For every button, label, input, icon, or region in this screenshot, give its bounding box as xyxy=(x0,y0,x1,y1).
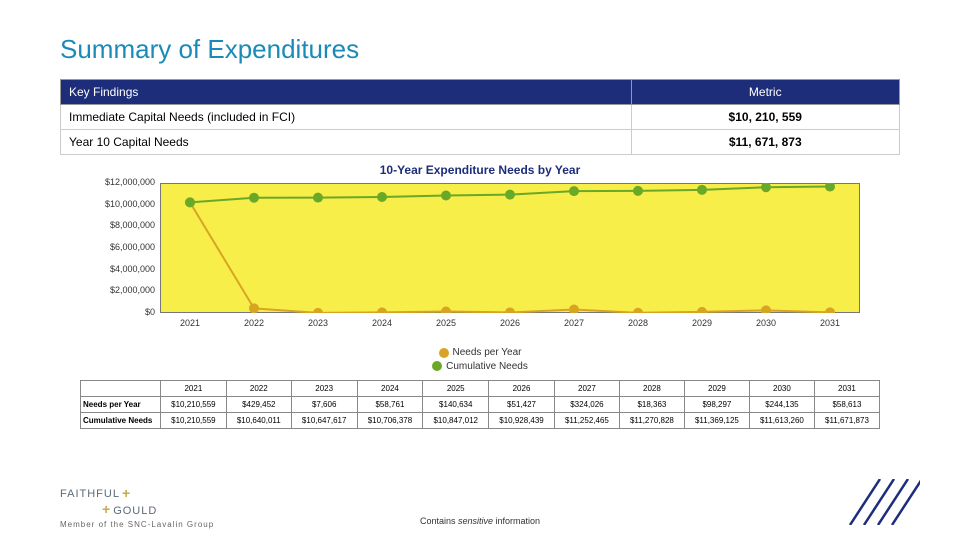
table-row: Year 10 Capital Needs$11, 671, 873 xyxy=(61,130,900,155)
cell: $7,606 xyxy=(291,397,357,413)
year-header: 2029 xyxy=(684,381,749,397)
cell: $429,452 xyxy=(226,397,291,413)
cell: $324,026 xyxy=(554,397,619,413)
year-header: 2030 xyxy=(749,381,814,397)
cell: $98,297 xyxy=(684,397,749,413)
cell: $11,270,828 xyxy=(619,413,684,429)
legend-item: Needs per Year xyxy=(439,347,522,358)
year-header: 2024 xyxy=(357,381,423,397)
table-row: Needs per Year$10,210,559$429,452$7,606$… xyxy=(81,397,880,413)
x-axis-label: 2030 xyxy=(756,318,776,328)
y-axis-label: $2,000,000 xyxy=(80,285,155,295)
cell: $244,135 xyxy=(749,397,814,413)
key-findings-header: Key Findings xyxy=(61,80,632,105)
footer-classification: Contains sensitive information xyxy=(420,516,540,526)
key-findings-table: Key Findings Metric Immediate Capital Ne… xyxy=(60,79,900,155)
finding-label: Year 10 Capital Needs xyxy=(61,130,632,155)
cell: $10,640,011 xyxy=(226,413,291,429)
y-axis-label: $8,000,000 xyxy=(80,220,155,230)
y-axis-label: $6,000,000 xyxy=(80,242,155,252)
year-header: 2028 xyxy=(619,381,684,397)
cell: $11,671,873 xyxy=(814,413,879,429)
row-label: Needs per Year xyxy=(81,397,161,413)
cell: $18,363 xyxy=(619,397,684,413)
cell: $51,427 xyxy=(489,397,555,413)
cell: $10,210,559 xyxy=(161,397,227,413)
x-axis-label: 2028 xyxy=(628,318,648,328)
legend-item: Cumulative Needs xyxy=(432,361,528,372)
cell: $10,647,617 xyxy=(291,413,357,429)
finding-label: Immediate Capital Needs (included in FCI… xyxy=(61,105,632,130)
cell: $10,706,378 xyxy=(357,413,423,429)
metric-header: Metric xyxy=(631,80,899,105)
plus-icon: + xyxy=(102,501,111,517)
cell: $11,369,125 xyxy=(684,413,749,429)
table-row: Immediate Capital Needs (included in FCI… xyxy=(61,105,900,130)
year-header: 2021 xyxy=(161,381,227,397)
cell: $10,210,559 xyxy=(161,413,227,429)
cell: $11,252,465 xyxy=(554,413,619,429)
x-axis-label: 2026 xyxy=(500,318,520,328)
y-axis-label: $10,000,000 xyxy=(80,199,155,209)
x-axis-label: 2023 xyxy=(308,318,328,328)
cell: $58,761 xyxy=(357,397,423,413)
year-header: 2022 xyxy=(226,381,291,397)
y-axis-label: $0 xyxy=(80,307,155,317)
year-header: 2026 xyxy=(489,381,555,397)
cell: $10,928,439 xyxy=(489,413,555,429)
expenditure-chart: $0 $2,000,000 $4,000,000 $6,000,000 $8,000,0… xyxy=(80,183,880,343)
year-header: 2025 xyxy=(423,381,489,397)
cell: $58,613 xyxy=(814,397,879,413)
data-table: 2021202220232024202520262027202820292030… xyxy=(80,380,880,429)
x-axis-label: 2021 xyxy=(180,318,200,328)
chart-legend: Needs per Year Cumulative Needs xyxy=(60,347,900,374)
x-axis-label: 2022 xyxy=(244,318,264,328)
x-axis-label: 2027 xyxy=(564,318,584,328)
plus-icon: + xyxy=(122,486,131,501)
x-axis-label: 2031 xyxy=(820,318,840,328)
company-logo: FAITHFUL+ +GOULD Member of the SNC-Laval… xyxy=(60,486,214,530)
y-axis-label: $4,000,000 xyxy=(80,264,155,274)
x-axis-label: 2025 xyxy=(436,318,456,328)
finding-value: $11, 671, 873 xyxy=(631,130,899,155)
year-header: 2027 xyxy=(554,381,619,397)
x-axis-label: 2024 xyxy=(372,318,392,328)
y-axis-label: $12,000,000 xyxy=(80,177,155,187)
cell: $140,634 xyxy=(423,397,489,413)
chart-title: 10-Year Expenditure Needs by Year xyxy=(60,163,900,177)
hatch-decoration xyxy=(840,479,920,530)
cell: $10,847,012 xyxy=(423,413,489,429)
member-text: Member of the SNC-Lavalin Group xyxy=(60,521,214,530)
year-header: 2031 xyxy=(814,381,879,397)
page-title: Summary of Expenditures xyxy=(60,34,900,65)
year-header: 2023 xyxy=(291,381,357,397)
x-axis-label: 2029 xyxy=(692,318,712,328)
row-label: Cumulative Needs xyxy=(81,413,161,429)
finding-value: $10, 210, 559 xyxy=(631,105,899,130)
row-header-blank xyxy=(81,381,161,397)
table-row: Cumulative Needs$10,210,559$10,640,011$1… xyxy=(81,413,880,429)
cell: $11,613,260 xyxy=(749,413,814,429)
